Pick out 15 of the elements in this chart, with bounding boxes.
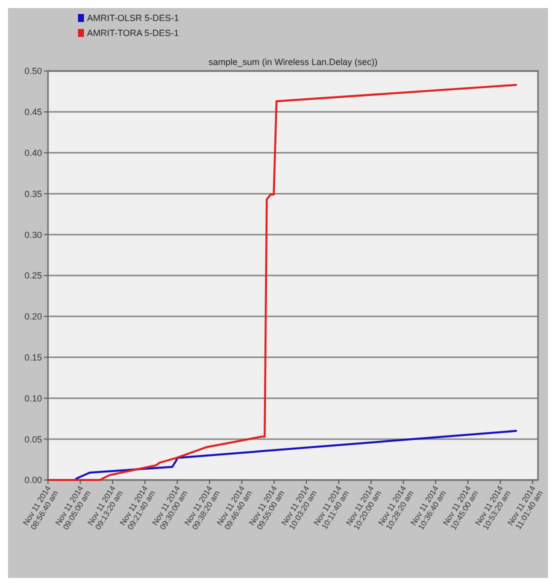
line-series xyxy=(47,84,518,481)
y-tick-label: 0.00 xyxy=(24,475,42,486)
y-tick-label: 0.05 xyxy=(24,434,42,444)
y-tick-label: 0.40 xyxy=(24,148,42,158)
y-tick-label: 0.30 xyxy=(24,230,42,240)
y-tick-label: 0.15 xyxy=(24,352,42,362)
legend-label: AMRIT-OLSR 5-DES-1 xyxy=(87,13,180,23)
y-tick-label: 0.10 xyxy=(24,393,42,404)
y-tick-label: 0.25 xyxy=(24,270,42,281)
y-tick-label: 0.50 xyxy=(24,66,42,76)
y-tick-label: 0.45 xyxy=(24,107,42,118)
y-tick-label: 0.20 xyxy=(24,312,42,322)
chart-title: sample_sum (in Wireless Lan.Delay (sec)) xyxy=(208,57,378,67)
y-tick-label: 0.35 xyxy=(24,188,42,199)
legend-label: AMRIT-TORA 5-DES-1 xyxy=(87,28,179,38)
